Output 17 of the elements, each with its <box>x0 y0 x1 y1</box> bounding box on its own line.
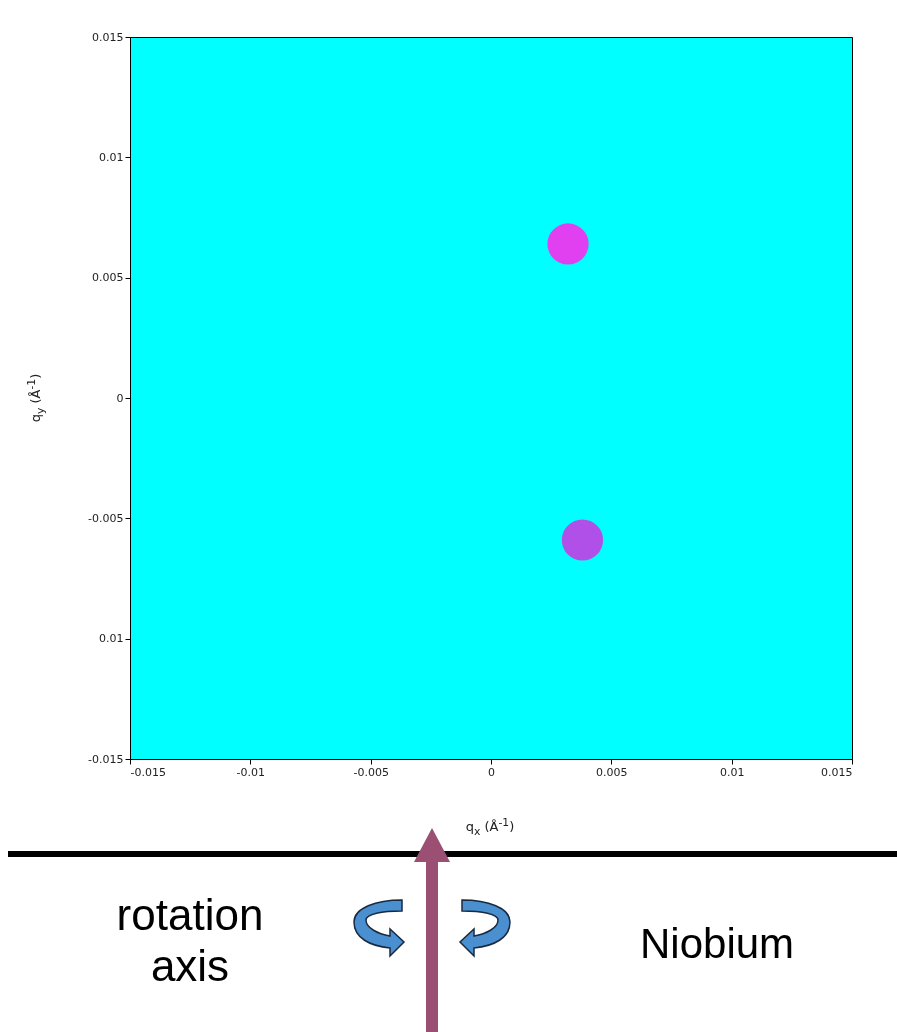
x-axis-title: q$_{x}$ (Å$^{-1}$) <box>465 816 515 838</box>
x-tick-label: -0.01 <box>236 765 266 779</box>
y-tick-label: -0.005 <box>88 511 124 525</box>
y-tick-label: 0.015 <box>92 30 124 44</box>
y-tick-label: 0.005 <box>92 271 124 285</box>
x-tick-label: 0 <box>488 765 495 779</box>
x-tick-label: -0.005 <box>353 765 389 779</box>
text: Niobium <box>640 920 796 969</box>
text: rotation axis <box>115 890 265 992</box>
x-tick-label: 0.005 <box>596 765 628 779</box>
x-tick-label: 0.015 <box>821 765 853 779</box>
x-tick-label: 0.01 <box>719 765 745 779</box>
y-tick-label: 0.01 <box>99 632 124 646</box>
x-tick-label: -0.015 <box>130 765 166 779</box>
y-tick-label: 0 <box>116 391 124 405</box>
y-tick-label: -0.015 <box>88 752 124 766</box>
y-tick-label: 0.01 <box>99 150 124 164</box>
